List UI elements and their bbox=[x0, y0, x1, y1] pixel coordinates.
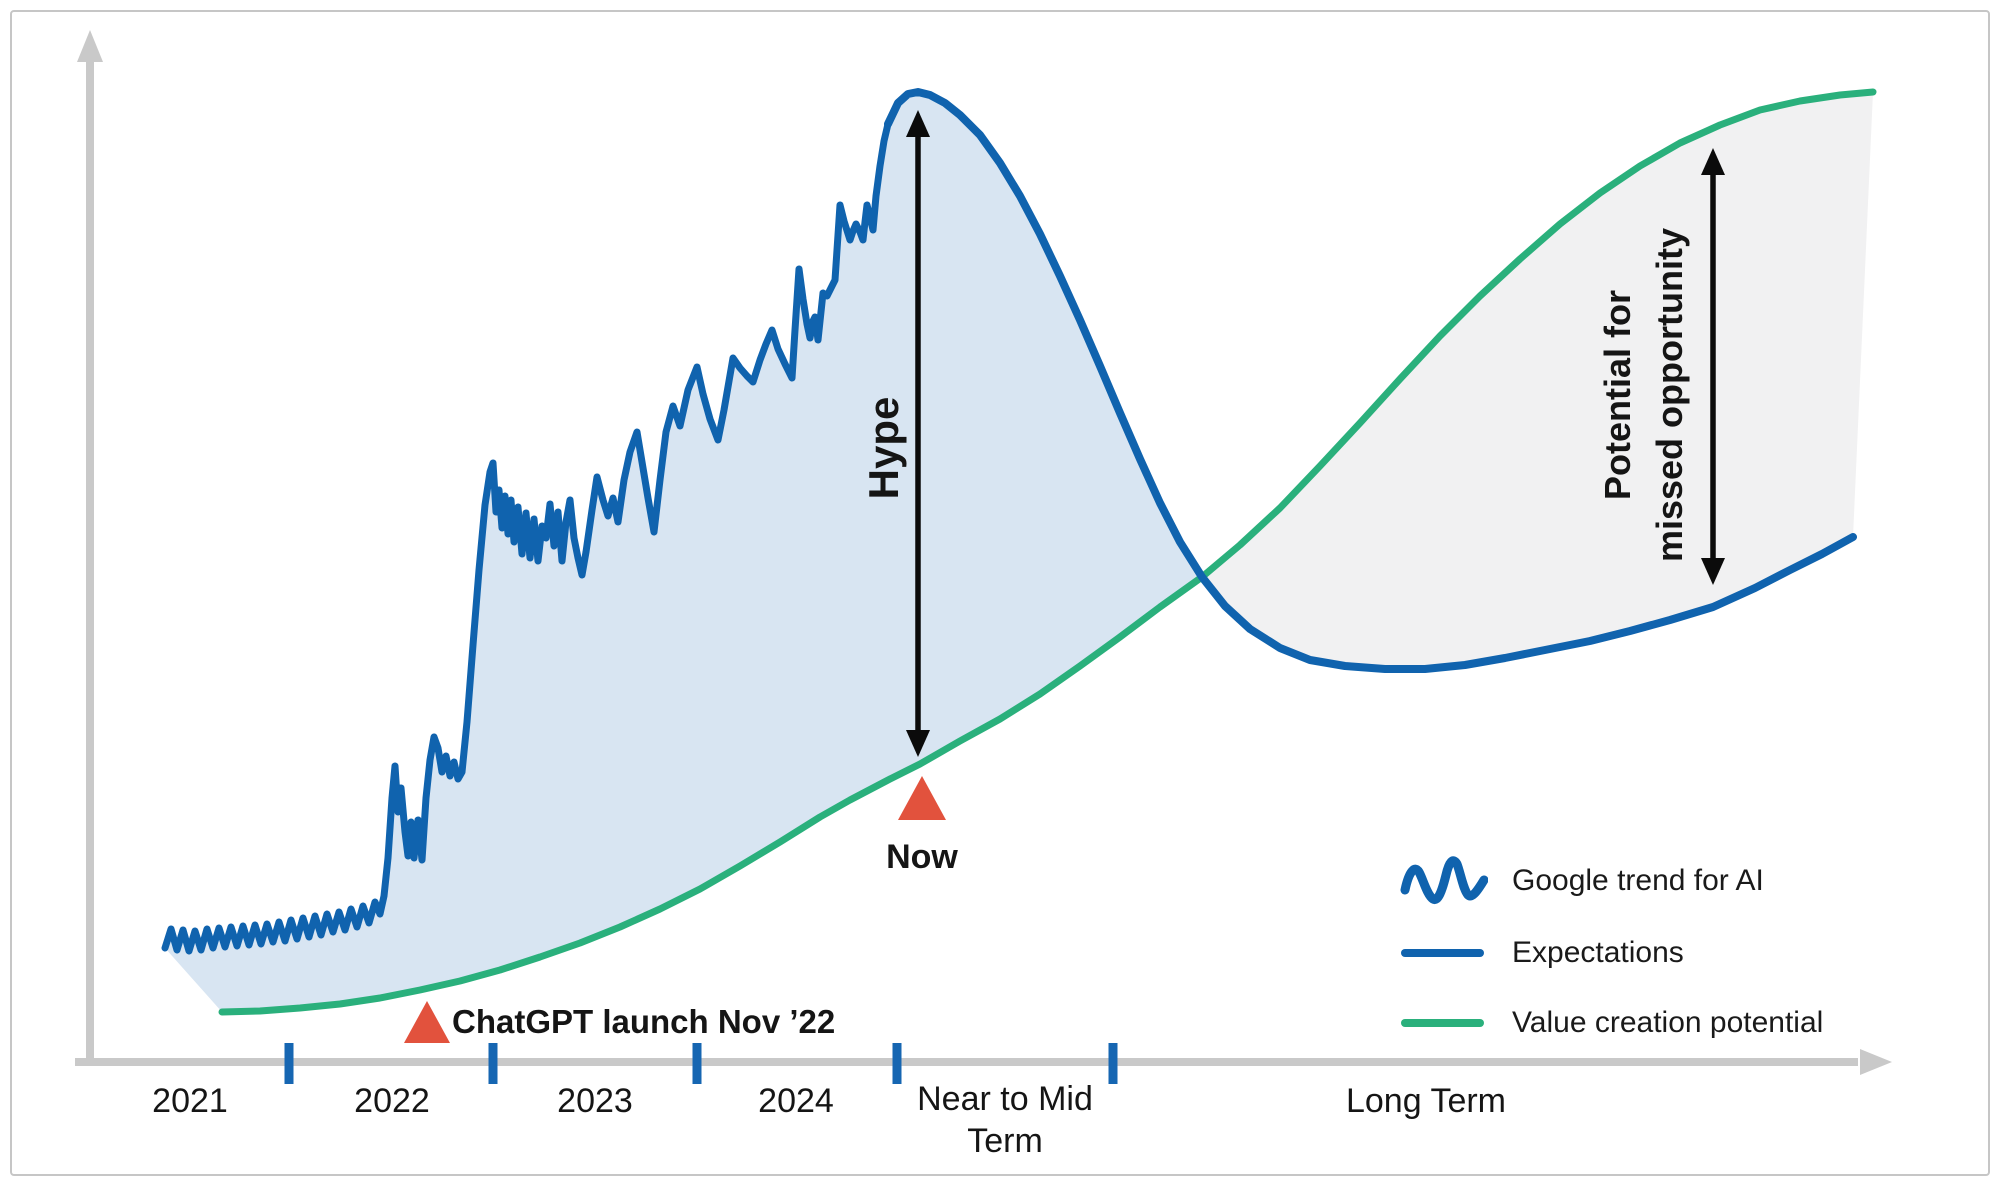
blue-line-icon bbox=[1400, 948, 1488, 958]
legend-label-value-creation: Value creation potential bbox=[1512, 1006, 1824, 1039]
x-label-near-mid-term: Near to Mid Term bbox=[917, 1080, 1093, 1160]
trend-squiggle-icon bbox=[1400, 853, 1488, 909]
google-trend-curve bbox=[161, 120, 892, 955]
x-axis-ticks bbox=[284, 1043, 1118, 1084]
arrowhead-icon bbox=[906, 110, 930, 137]
x-label-2022: 2022 bbox=[354, 1082, 430, 1120]
expectations-curve bbox=[884, 88, 1857, 673]
hype-label: Hype bbox=[860, 396, 907, 500]
legend-label-google-trend: Google trend for AI bbox=[1512, 864, 1764, 897]
now-marker bbox=[898, 776, 946, 820]
event-markers bbox=[404, 776, 946, 1043]
x-axis-tick bbox=[1108, 1043, 1118, 1084]
arrowhead-icon bbox=[1701, 558, 1725, 585]
arrowhead-icon bbox=[1701, 148, 1725, 175]
arrowhead-icon bbox=[906, 730, 930, 757]
legend-item-expectations: Expectations bbox=[1400, 924, 1684, 982]
legend-label-expectations: Expectations bbox=[1512, 936, 1684, 969]
x-label-long-term: Long Term bbox=[1345, 1082, 1507, 1120]
value-creation-curve bbox=[218, 88, 1877, 1016]
missed-opportunity-area-fill bbox=[1202, 92, 1873, 669]
annotation-arrows bbox=[906, 110, 1725, 757]
hype-arrow bbox=[906, 110, 930, 757]
legend-item-google-trend: Google trend for AI bbox=[1400, 848, 1764, 914]
axes bbox=[75, 30, 1892, 1075]
x-axis-tick bbox=[284, 1043, 294, 1084]
chatgpt-launch-marker bbox=[404, 1001, 450, 1043]
x-axis-tick bbox=[692, 1043, 702, 1084]
missed-opportunity-label-line1: Potential for bbox=[1597, 290, 1638, 501]
missed-opportunity-label-line2: missed opportunity bbox=[1649, 227, 1690, 563]
x-label-2023: 2023 bbox=[557, 1082, 633, 1120]
x-axis-tick bbox=[892, 1043, 902, 1084]
green-line-icon bbox=[1400, 1018, 1488, 1028]
y-axis-line bbox=[86, 58, 94, 1066]
hype-area-fill bbox=[165, 92, 1202, 1012]
x-label-2021: 2021 bbox=[152, 1082, 228, 1120]
y-axis-arrowhead-icon bbox=[77, 30, 103, 62]
x-axis-line bbox=[75, 1058, 1858, 1066]
legend-item-value-creation: Value creation potential bbox=[1400, 994, 1823, 1052]
chatgpt-launch-label: ChatGPT launch Nov ’22 bbox=[452, 1003, 836, 1040]
x-axis-tick bbox=[488, 1043, 498, 1084]
missed-opportunity-arrow bbox=[1701, 148, 1725, 585]
now-label: Now bbox=[886, 838, 958, 876]
x-label-2024: 2024 bbox=[758, 1082, 834, 1120]
missed-opportunity-label: Potential for missed opportunity bbox=[1592, 228, 1696, 562]
x-axis-arrowhead-icon bbox=[1860, 1049, 1892, 1075]
